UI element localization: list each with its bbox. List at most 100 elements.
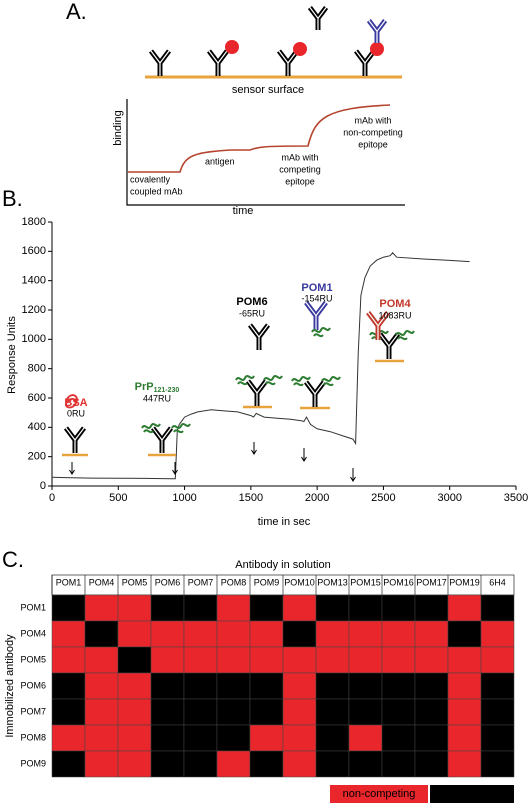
heatmap-cell	[414, 750, 449, 778]
annotation-name: BSA	[64, 397, 87, 409]
panel-label: A.	[66, 0, 87, 24]
heatmap-cell	[183, 750, 218, 778]
annotation-value: 447RU	[143, 393, 171, 403]
antigen-icon	[263, 375, 283, 386]
antigen-icon	[171, 423, 191, 434]
x-axis-label: time in sec	[258, 516, 311, 528]
heatmap-cell	[84, 620, 119, 648]
antibody-icon	[305, 381, 325, 407]
heatmap-cell	[447, 594, 482, 622]
heatmap-cell	[183, 620, 218, 648]
heatmap-cell	[216, 672, 251, 700]
annotation-name: POM1	[301, 282, 332, 294]
antigen-icon	[395, 330, 415, 341]
heatmap-cell	[414, 698, 449, 726]
antibody-icon	[150, 50, 170, 76]
heatmap-cell	[414, 620, 449, 648]
heatmap-cell	[315, 620, 350, 648]
row-label: POM4	[20, 628, 46, 638]
response-line	[51, 252, 470, 480]
event-arrow	[350, 468, 356, 482]
y-tick-label: 800	[28, 363, 46, 375]
heatmap-cell	[51, 646, 86, 674]
heatmap-cell	[249, 672, 284, 700]
antibody-icon	[208, 50, 228, 76]
heatmap-cell	[150, 698, 185, 726]
y-tick-label: 1600	[22, 245, 46, 257]
heatmap-cell	[216, 724, 251, 752]
heatmap-cell	[249, 698, 284, 726]
heatmap-cell	[84, 724, 119, 752]
heatmap-title: Antibody in solution	[235, 559, 330, 571]
antibody-icon	[65, 427, 85, 453]
annotation-value: 1083RU	[378, 310, 411, 320]
antigen-icon	[141, 423, 161, 434]
heatmap-cell	[414, 672, 449, 700]
column-label: POM6	[155, 577, 181, 587]
step-label: mAb with	[354, 115, 391, 125]
heatmap-cell	[249, 594, 284, 622]
heatmap-cell	[183, 594, 218, 622]
row-label: POM8	[20, 732, 46, 742]
annotation-name: POM4	[379, 298, 411, 310]
heatmap-cell	[315, 750, 350, 778]
annotation-value: 0RU	[67, 408, 85, 418]
heatmap-cell	[315, 672, 350, 700]
heatmap-cell	[183, 672, 218, 700]
heatmap-cell	[282, 724, 317, 752]
legend-label: non-competing	[343, 788, 416, 800]
heatmap-cell	[348, 724, 383, 752]
heatmap-cell	[282, 620, 317, 648]
antibody-icon	[368, 20, 386, 43]
binding-curve	[128, 104, 391, 173]
heatmap-cell	[447, 646, 482, 674]
heatmap-cell	[249, 724, 284, 752]
annotation-label: BSA	[64, 397, 87, 409]
row-label: POM6	[20, 680, 46, 690]
heatmap-cell	[51, 620, 86, 648]
event-arrow	[172, 462, 178, 475]
y-axis-label: Response Units	[6, 316, 18, 394]
panel-label: B.	[2, 186, 23, 211]
heatmap-cell	[84, 594, 119, 622]
heatmap-cell	[348, 620, 383, 648]
heatmap-cell	[249, 620, 284, 648]
panel-label: C.	[2, 547, 24, 572]
heatmap-cell	[150, 620, 185, 648]
heatmap-y-label: Immobilized antibody	[4, 634, 16, 738]
heatmap-cell	[414, 646, 449, 674]
heatmap-cell	[480, 646, 515, 674]
diagram-axes	[126, 99, 405, 206]
heatmap-cell	[315, 724, 350, 752]
heatmap-cell	[84, 698, 119, 726]
heatmap-cell	[414, 594, 449, 622]
heatmap-cell	[183, 646, 218, 674]
heatmap-cell	[480, 594, 515, 622]
antibody-icon	[152, 427, 172, 453]
row-label: POM5	[20, 654, 46, 664]
annotation-subscript: 121-230	[154, 387, 180, 394]
heatmap-cell	[117, 620, 152, 648]
annotation-label: POM6	[236, 296, 267, 308]
heatmap-cell	[84, 646, 119, 674]
x-tick-label: 2500	[371, 492, 395, 504]
x-tick-label: 1500	[239, 492, 263, 504]
step-label: epitope	[285, 176, 315, 186]
x-tick-label: 3000	[437, 492, 461, 504]
heatmap-cell	[282, 698, 317, 726]
annotation-label: POM1	[301, 282, 332, 294]
x-tick-label: 500	[109, 492, 127, 504]
heatmap-cell	[51, 724, 86, 752]
step-label: competing	[279, 164, 321, 174]
diagram-x-label: time	[233, 205, 254, 217]
column-label: POM10	[284, 577, 315, 587]
x-tick-label: 2000	[305, 492, 329, 504]
event-arrow	[69, 462, 75, 475]
antibody-icon	[249, 324, 269, 350]
heatmap-cell	[117, 698, 152, 726]
heatmap-cell	[480, 672, 515, 700]
column-label: POM9	[254, 577, 280, 587]
heatmap-cell	[117, 672, 152, 700]
heatmap-cell	[51, 750, 86, 778]
